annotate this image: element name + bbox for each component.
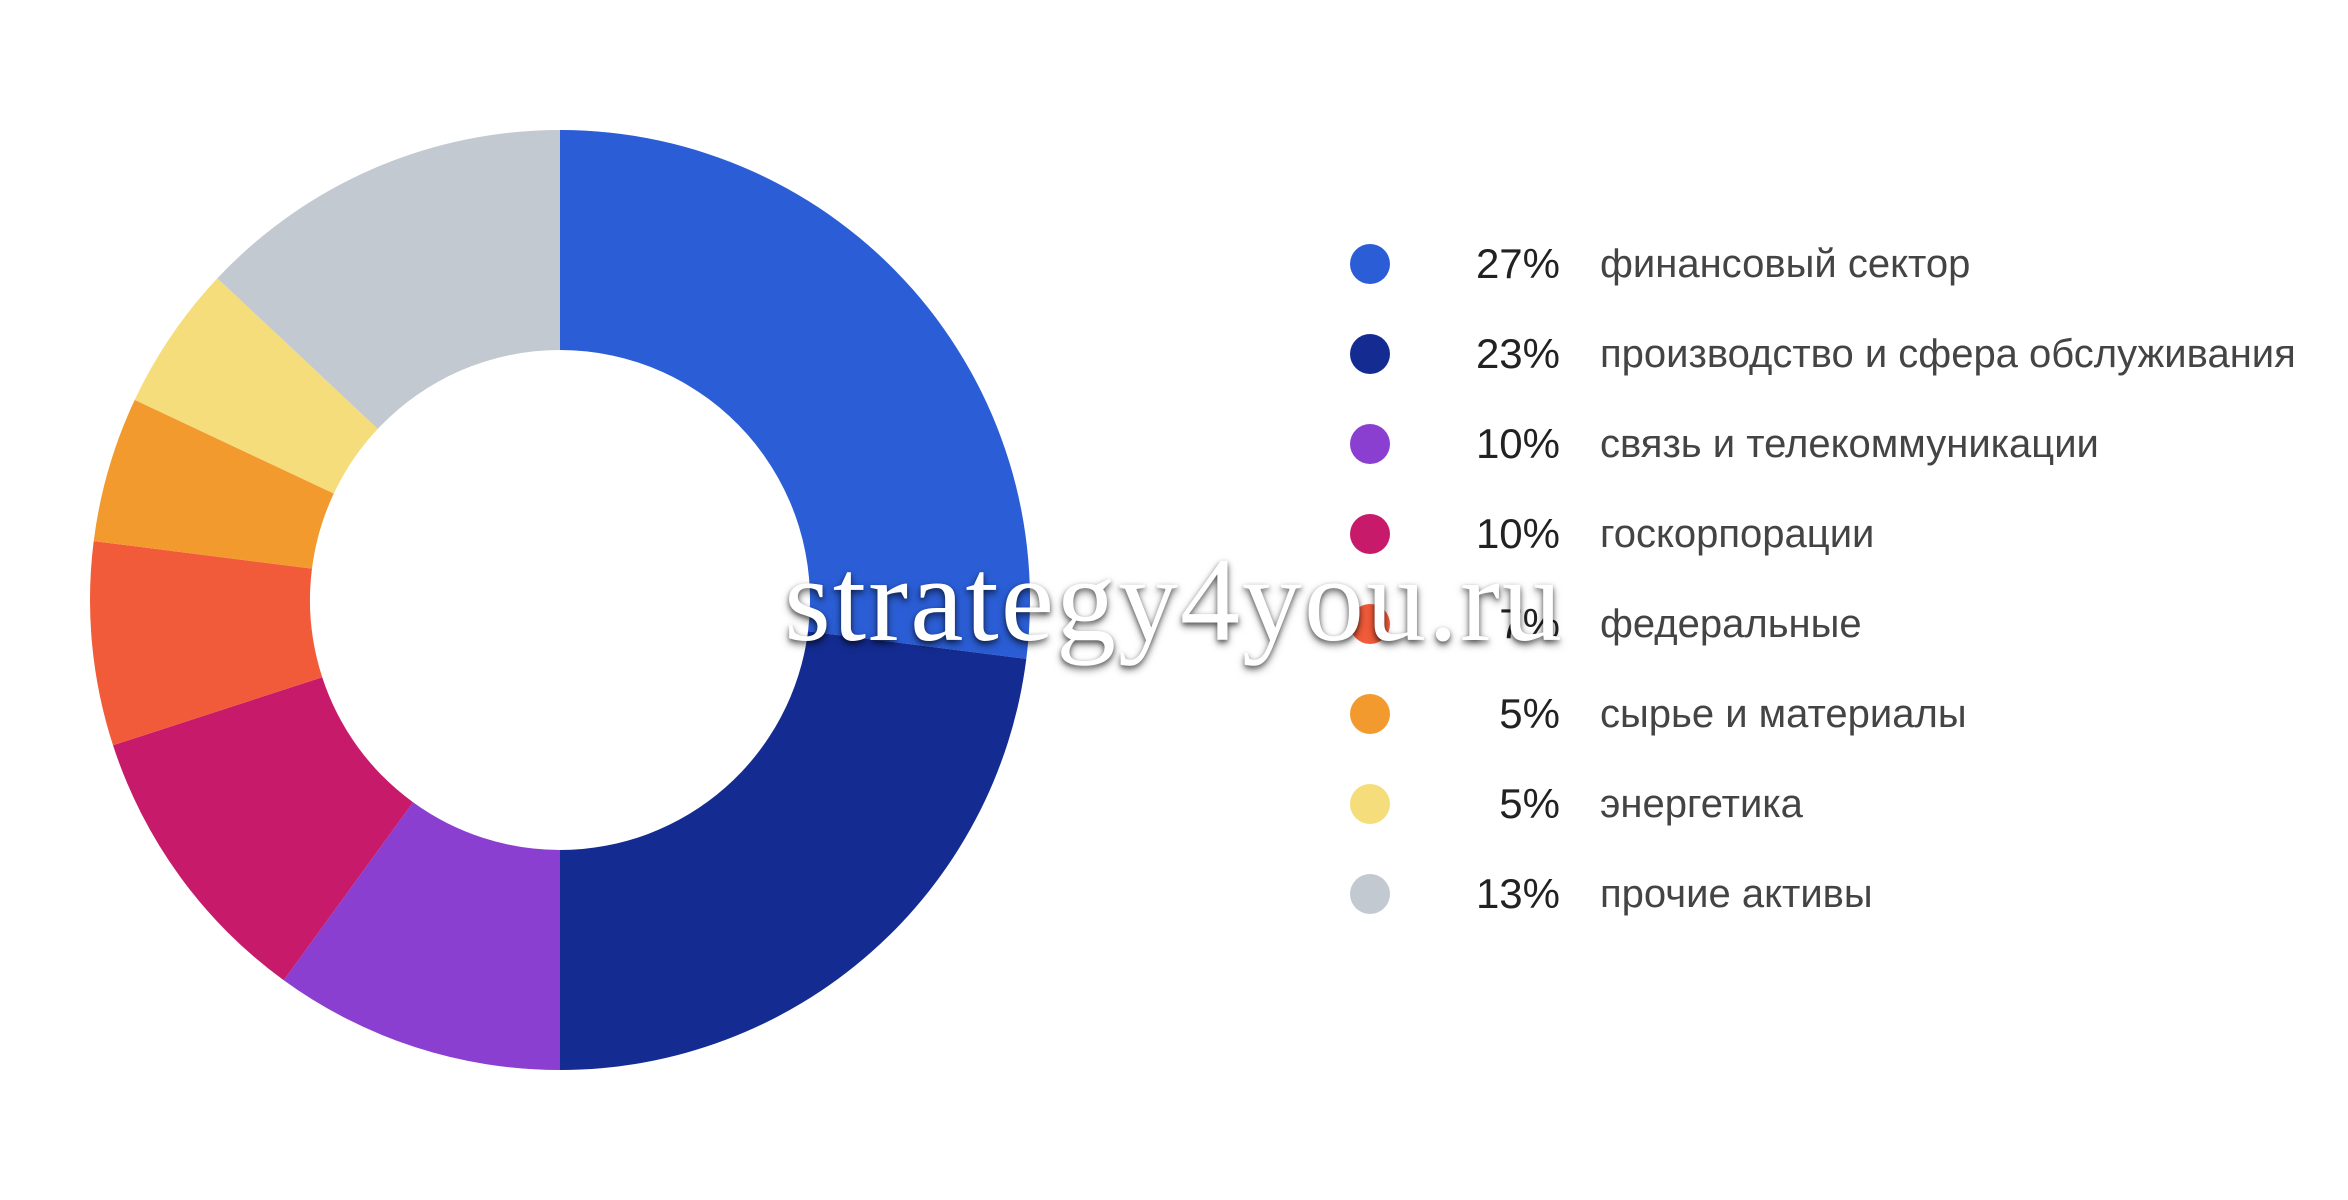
legend-percent: 23% <box>1410 330 1560 378</box>
legend-percent: 13% <box>1410 870 1560 918</box>
chart-container: 27% финансовый сектор 23% производство и сф… <box>0 0 2348 1200</box>
legend: 27% финансовый сектор 23% производство и сф… <box>1150 240 2348 960</box>
legend-row: 10% связь и телекоммуникации <box>1350 420 2348 468</box>
legend-row: 5% сырье и материалы <box>1350 690 2348 738</box>
legend-percent: 7% <box>1410 600 1560 648</box>
legend-swatch <box>1350 784 1390 824</box>
legend-row: 5% энергетика <box>1350 780 2348 828</box>
legend-swatch <box>1350 424 1390 464</box>
legend-label: сырье и материалы <box>1600 692 1967 737</box>
donut-chart <box>0 0 1150 1200</box>
legend-swatch <box>1350 604 1390 644</box>
legend-label: производство и сфера обслуживания <box>1600 332 2296 377</box>
legend-label: прочие активы <box>1600 872 1873 917</box>
legend-percent: 10% <box>1410 510 1560 558</box>
legend-row: 10% госкорпорации <box>1350 510 2348 558</box>
legend-percent: 5% <box>1410 690 1560 738</box>
legend-swatch <box>1350 874 1390 914</box>
legend-row: 7% федеральные <box>1350 600 2348 648</box>
legend-label: финансовый сектор <box>1600 242 1970 287</box>
legend-row: 27% финансовый сектор <box>1350 240 2348 288</box>
donut-chart-wrap <box>0 0 1150 1200</box>
donut-slice <box>560 631 1026 1070</box>
donut-slice <box>560 130 1030 659</box>
legend-row: 23% производство и сфера обслуживания <box>1350 330 2348 378</box>
legend-swatch <box>1350 334 1390 374</box>
legend-percent: 27% <box>1410 240 1560 288</box>
legend-row: 13% прочие активы <box>1350 870 2348 918</box>
legend-label: связь и телекоммуникации <box>1600 422 2099 467</box>
legend-percent: 5% <box>1410 780 1560 828</box>
legend-label: энергетика <box>1600 782 1803 827</box>
legend-swatch <box>1350 244 1390 284</box>
legend-percent: 10% <box>1410 420 1560 468</box>
legend-label: федеральные <box>1600 602 1862 647</box>
legend-swatch <box>1350 694 1390 734</box>
legend-label: госкорпорации <box>1600 512 1874 557</box>
legend-swatch <box>1350 514 1390 554</box>
